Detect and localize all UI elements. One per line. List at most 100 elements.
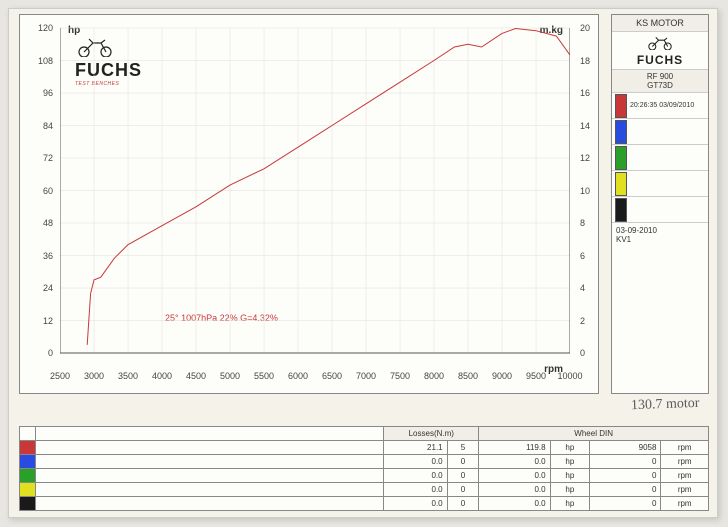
hp-value: 119.8 [479, 441, 550, 455]
hp-value: 0.0 [479, 497, 550, 511]
model-line1: RF 900 [616, 72, 704, 81]
y-tick: 72 [23, 153, 53, 163]
losses-header: Losses(N.m) [384, 427, 479, 441]
hp-unit: hp [550, 483, 590, 497]
y-tick: 0 [23, 348, 53, 358]
run-row [612, 197, 708, 223]
table-row: 0.000.0hp0rpm [20, 469, 709, 483]
y-tick: 108 [23, 56, 53, 66]
y-tick: 24 [23, 283, 53, 293]
y2-tick: 10 [580, 186, 610, 196]
table-row: 0.000.0hp0rpm [20, 483, 709, 497]
y2-tick: 8 [580, 218, 610, 228]
x-tick: 8000 [419, 371, 449, 381]
gear-value: 0 [447, 497, 479, 511]
dyno-sheet: hp m.kg rpm 25° 1007hPa 22% G=4.32% FUCH… [8, 8, 718, 518]
hp-value: 0.0 [479, 469, 550, 483]
x-tick: 9000 [487, 371, 517, 381]
table-row: 0.000.0hp0rpm [20, 497, 709, 511]
hp-value: 0.0 [479, 483, 550, 497]
y-tick: 96 [23, 88, 53, 98]
y2-tick: 2 [580, 316, 610, 326]
table-row: 0.000.0hp0rpm [20, 455, 709, 469]
x-tick: 3000 [79, 371, 109, 381]
rpm-unit: rpm [661, 469, 709, 483]
y2-tick: 20 [580, 23, 610, 33]
shop-name: KS MOTOR [612, 15, 708, 32]
y2-tick: 18 [580, 56, 610, 66]
run-swatch [615, 172, 627, 196]
run-swatch [615, 94, 627, 118]
x-tick: 9500 [521, 371, 551, 381]
results-table: Losses(N.m) Wheel DIN 21.15119.8hp9058rp… [19, 426, 709, 511]
rpm-unit: rpm [661, 497, 709, 511]
y-tick: 84 [23, 121, 53, 131]
x-tick: 3500 [113, 371, 143, 381]
y2-tick: 6 [580, 251, 610, 261]
side-footer: 03-09-2010 KV1 [612, 223, 708, 247]
row-swatch [20, 455, 35, 468]
run-row [612, 119, 708, 145]
loss-value: 0.0 [384, 469, 447, 483]
run-row: 20:26:35 03/09/2010 [612, 93, 708, 119]
row-swatch [20, 469, 35, 482]
rpm-unit: rpm [661, 483, 709, 497]
rpm-value: 0 [590, 483, 661, 497]
rpm-value: 0 [590, 455, 661, 469]
x-tick: 10000 [555, 371, 585, 381]
motorbike-icon [646, 36, 674, 50]
hp-unit: hp [550, 469, 590, 483]
x-tick: 6000 [283, 371, 313, 381]
run-row [612, 171, 708, 197]
hp-unit: hp [550, 455, 590, 469]
chart-svg [60, 23, 570, 363]
x-tick: 5500 [249, 371, 279, 381]
gear-value: 5 [447, 441, 479, 455]
y-tick: 60 [23, 186, 53, 196]
x-tick: 7000 [351, 371, 381, 381]
footer-ref: KV1 [616, 235, 704, 244]
vehicle-info: RF 900 GT73D [612, 70, 708, 93]
rpm-unit: rpm [661, 441, 709, 455]
handwritten-note: 130.7 motor [630, 396, 699, 414]
y-tick: 12 [23, 316, 53, 326]
row-swatch [20, 497, 35, 510]
y2-tick: 14 [580, 121, 610, 131]
hp-unit: hp [550, 441, 590, 455]
gear-value: 0 [447, 469, 479, 483]
run-swatch [615, 120, 627, 144]
run-row [612, 145, 708, 171]
x-tick: 6500 [317, 371, 347, 381]
y2-tick: 16 [580, 88, 610, 98]
side-panel: KS MOTOR FUCHS RF 900 GT73D 20:26:35 03/… [611, 14, 709, 394]
x-tick: 4000 [147, 371, 177, 381]
rpm-value: 9058 [590, 441, 661, 455]
model-line2: GT73D [616, 81, 704, 90]
x-tick: 2500 [45, 371, 75, 381]
hp-unit: hp [550, 497, 590, 511]
rpm-value: 0 [590, 469, 661, 483]
run-swatch [615, 146, 627, 170]
run-timestamp: 20:26:35 03/09/2010 [630, 102, 694, 110]
y-tick: 120 [23, 23, 53, 33]
wheel-header: Wheel DIN [479, 427, 709, 441]
gear-value: 0 [447, 483, 479, 497]
y2-tick: 0 [580, 348, 610, 358]
brand-logo-side: FUCHS [612, 32, 708, 70]
x-tick: 8500 [453, 371, 483, 381]
brand-name-side: FUCHS [612, 53, 708, 67]
x-tick: 7500 [385, 371, 415, 381]
table-row: 21.15119.8hp9058rpm [20, 441, 709, 455]
y-tick: 48 [23, 218, 53, 228]
y-tick: 36 [23, 251, 53, 261]
gear-value: 0 [447, 455, 479, 469]
rpm-value: 0 [590, 497, 661, 511]
run-swatch [615, 198, 627, 222]
rpm-unit: rpm [661, 455, 709, 469]
row-swatch [20, 441, 35, 454]
chart-panel: hp m.kg rpm 25° 1007hPa 22% G=4.32% FUCH… [19, 14, 599, 394]
x-tick: 5000 [215, 371, 245, 381]
x-tick: 4500 [181, 371, 211, 381]
loss-value: 21.1 [384, 441, 447, 455]
loss-value: 0.0 [384, 455, 447, 469]
